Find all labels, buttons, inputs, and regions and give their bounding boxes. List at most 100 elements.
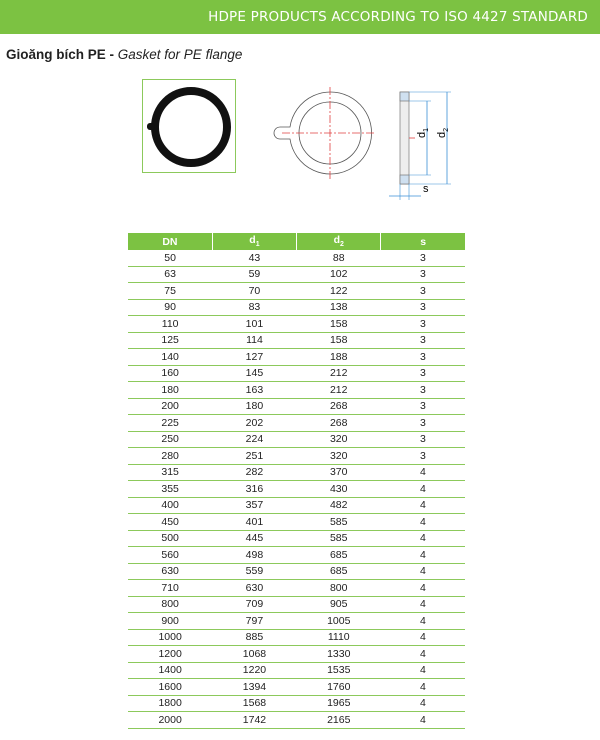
table-cell: 4 — [380, 513, 465, 531]
table-cell: 559 — [212, 563, 297, 580]
gasket-section-drawing: d1 d2 s — [389, 91, 451, 200]
table-cell: 450 — [128, 513, 213, 531]
table-cell: 4 — [380, 645, 465, 663]
table-cell: 202 — [212, 414, 297, 432]
table-cell: 4 — [380, 530, 465, 547]
table-cell: 1535 — [296, 662, 381, 679]
table-cell: 59 — [212, 266, 297, 283]
table-cell: 280 — [128, 447, 213, 465]
table-cell: 268 — [296, 398, 381, 415]
table-cell: 900 — [128, 612, 213, 630]
table-row: 355 316 430 4 — [128, 480, 465, 498]
table-cell: 905 — [296, 596, 381, 613]
table-cell: 145 — [212, 365, 297, 382]
table-cell: 70 — [212, 282, 297, 300]
table-row: 110 101 158 3 — [128, 315, 465, 333]
table-cell: 4 — [380, 497, 465, 514]
table-cell: 2165 — [296, 711, 381, 729]
gasket-photo — [142, 79, 236, 173]
header-banner: HDPE PRODUCTS ACCORDING TO ISO 4427 STAN… — [0, 0, 600, 34]
table-header-row: DN d1 d2 s — [128, 233, 465, 250]
table-cell: 163 — [212, 381, 297, 399]
table-row: 315 282 370 4 — [128, 464, 465, 481]
table-row: 1600 1394 1760 4 — [128, 678, 465, 696]
table-cell: 2000 — [128, 711, 213, 729]
table-cell: 800 — [128, 596, 213, 613]
column-header-label: s — [420, 235, 427, 248]
table-row: 1800 1568 1965 4 — [128, 695, 465, 712]
table-cell: 1600 — [128, 678, 213, 696]
table-cell: 251 — [212, 447, 297, 465]
table-cell: 400 — [128, 497, 213, 514]
table-cell: 1742 — [212, 711, 297, 729]
table-cell: 3 — [380, 332, 465, 349]
table-row: 900 797 1005 4 — [128, 612, 465, 630]
banner-title: HDPE PRODUCTS ACCORDING TO ISO 4427 STAN… — [208, 9, 588, 25]
column-header: DN — [128, 233, 213, 250]
gasket-front-drawing — [273, 87, 376, 179]
table-cell: 225 — [128, 414, 213, 432]
table-cell: 43 — [212, 250, 297, 267]
table-cell: 3 — [380, 315, 465, 333]
table-row: 125 114 158 3 — [128, 332, 465, 349]
table-cell: 180 — [128, 381, 213, 399]
table-cell: 355 — [128, 480, 213, 498]
table-cell: 282 — [212, 464, 297, 481]
table-cell: 158 — [296, 332, 381, 349]
table-cell: 122 — [296, 282, 381, 300]
table-cell: 140 — [128, 348, 213, 366]
table-cell: 710 — [128, 579, 213, 597]
gasket-dimensions-table: DN d1 d2 s 50 43 88 3 63 59 102 3 75 70 122 3 90 83 138 3 1… — [128, 233, 465, 729]
table-cell: 1110 — [296, 629, 381, 646]
table-row: 800 709 905 4 — [128, 596, 465, 613]
table-cell: 1394 — [212, 678, 297, 696]
table-cell: 83 — [212, 299, 297, 316]
table-cell: 180 — [212, 398, 297, 415]
table-row: 90 83 138 3 — [128, 299, 465, 316]
table-cell: 127 — [212, 348, 297, 366]
table-cell: 3 — [380, 398, 465, 415]
table-cell: 90 — [128, 299, 213, 316]
column-header: s — [380, 233, 465, 250]
table-row: 280 251 320 3 — [128, 447, 465, 465]
table-row: 2000 1742 2165 4 — [128, 711, 465, 729]
table-row: 50 43 88 3 — [128, 250, 465, 267]
table-cell: 4 — [380, 480, 465, 498]
column-header-subscript: 2 — [340, 241, 344, 249]
table-cell: 3 — [380, 348, 465, 366]
table-cell: 75 — [128, 282, 213, 300]
table-row: 140 127 188 3 — [128, 348, 465, 366]
table-row: 500 445 585 4 — [128, 530, 465, 547]
table-cell: 160 — [128, 365, 213, 382]
table-cell: 4 — [380, 629, 465, 646]
table-cell: 1200 — [128, 645, 213, 663]
gasket-ring-image — [147, 87, 231, 167]
table-cell: 110 — [128, 315, 213, 333]
table-cell: 685 — [296, 563, 381, 580]
table-cell: 630 — [212, 579, 297, 597]
table-cell: 88 — [296, 250, 381, 267]
table-cell: 3 — [380, 365, 465, 382]
table-row: 250 224 320 3 — [128, 431, 465, 448]
table-row: 180 163 212 3 — [128, 381, 465, 399]
table-row: 160 145 212 3 — [128, 365, 465, 382]
table-cell: 125 — [128, 332, 213, 349]
title-en: Gasket for PE flange — [117, 47, 243, 62]
page-title: Gioăng bích PE - Gasket for PE flange — [6, 47, 242, 62]
table-cell: 212 — [296, 381, 381, 399]
table-cell: 3 — [380, 250, 465, 267]
table-cell: 3 — [380, 266, 465, 283]
column-header-subscript: 1 — [255, 241, 260, 249]
table-cell: 1800 — [128, 695, 213, 712]
table-row: 560 498 685 4 — [128, 546, 465, 564]
table-cell: 212 — [296, 365, 381, 382]
column-header: d2 — [296, 233, 381, 250]
table-cell: 138 — [296, 299, 381, 316]
title-vi: Gioăng bích PE - — [6, 47, 115, 62]
table-cell: 1760 — [296, 678, 381, 696]
table-cell: 3 — [380, 381, 465, 399]
table-cell: 3 — [380, 414, 465, 432]
table-cell: 4 — [380, 678, 465, 696]
table-row: 225 202 268 3 — [128, 414, 465, 432]
table-cell: 4 — [380, 612, 465, 630]
